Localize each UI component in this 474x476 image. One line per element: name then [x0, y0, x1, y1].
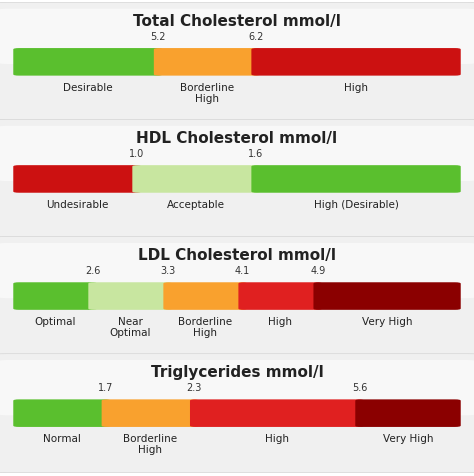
- Text: 3.3: 3.3: [160, 265, 175, 275]
- FancyBboxPatch shape: [0, 3, 474, 122]
- Text: 5.6: 5.6: [352, 382, 367, 392]
- FancyBboxPatch shape: [13, 166, 141, 193]
- Text: Total Cholesterol mmol/l: Total Cholesterol mmol/l: [133, 14, 341, 29]
- Text: Borderline
High: Borderline High: [180, 83, 234, 103]
- Text: Triglycerides mmol/l: Triglycerides mmol/l: [151, 365, 323, 380]
- Text: High: High: [344, 83, 368, 93]
- FancyBboxPatch shape: [0, 360, 474, 416]
- FancyBboxPatch shape: [0, 354, 474, 472]
- Text: Optimal: Optimal: [34, 317, 76, 327]
- FancyBboxPatch shape: [154, 49, 260, 77]
- Text: HDL Cholesterol mmol/l: HDL Cholesterol mmol/l: [137, 131, 337, 146]
- Text: Very High: Very High: [362, 317, 412, 327]
- FancyBboxPatch shape: [313, 283, 461, 310]
- FancyBboxPatch shape: [0, 243, 474, 298]
- Text: 4.9: 4.9: [310, 265, 325, 275]
- Text: High: High: [265, 433, 289, 443]
- FancyBboxPatch shape: [13, 399, 110, 427]
- Text: Acceptable: Acceptable: [167, 199, 225, 209]
- FancyBboxPatch shape: [132, 166, 260, 193]
- Text: 1.0: 1.0: [129, 149, 144, 159]
- Text: 4.1: 4.1: [235, 265, 250, 275]
- FancyBboxPatch shape: [251, 49, 461, 77]
- FancyBboxPatch shape: [88, 283, 172, 310]
- FancyBboxPatch shape: [0, 4, 474, 122]
- FancyBboxPatch shape: [0, 238, 474, 356]
- Text: High (Desirable): High (Desirable): [314, 199, 399, 209]
- Text: Undesirable: Undesirable: [46, 199, 108, 209]
- FancyBboxPatch shape: [164, 283, 247, 310]
- FancyBboxPatch shape: [190, 399, 364, 427]
- Text: Desirable: Desirable: [63, 83, 113, 93]
- Text: LDL Cholesterol mmol/l: LDL Cholesterol mmol/l: [138, 248, 336, 263]
- FancyBboxPatch shape: [13, 283, 97, 310]
- Text: Normal: Normal: [43, 433, 81, 443]
- Text: Borderline
High: Borderline High: [178, 317, 232, 337]
- Text: 6.2: 6.2: [248, 31, 264, 41]
- Text: Very High: Very High: [383, 433, 433, 443]
- FancyBboxPatch shape: [251, 166, 461, 193]
- Text: 1.7: 1.7: [98, 382, 114, 392]
- Text: 1.6: 1.6: [248, 149, 263, 159]
- Text: Borderline
High: Borderline High: [123, 433, 177, 454]
- Text: 2.3: 2.3: [187, 382, 202, 392]
- FancyBboxPatch shape: [0, 127, 474, 182]
- FancyBboxPatch shape: [356, 399, 461, 427]
- Text: 2.6: 2.6: [85, 265, 100, 275]
- Text: Near
Optimal: Near Optimal: [109, 317, 151, 337]
- FancyBboxPatch shape: [0, 10, 474, 65]
- Text: 5.2: 5.2: [150, 31, 166, 41]
- FancyBboxPatch shape: [0, 237, 474, 356]
- FancyBboxPatch shape: [101, 399, 199, 427]
- Text: High: High: [268, 317, 292, 327]
- FancyBboxPatch shape: [238, 283, 322, 310]
- FancyBboxPatch shape: [13, 49, 163, 77]
- FancyBboxPatch shape: [0, 354, 474, 473]
- FancyBboxPatch shape: [0, 120, 474, 239]
- FancyBboxPatch shape: [0, 120, 474, 238]
